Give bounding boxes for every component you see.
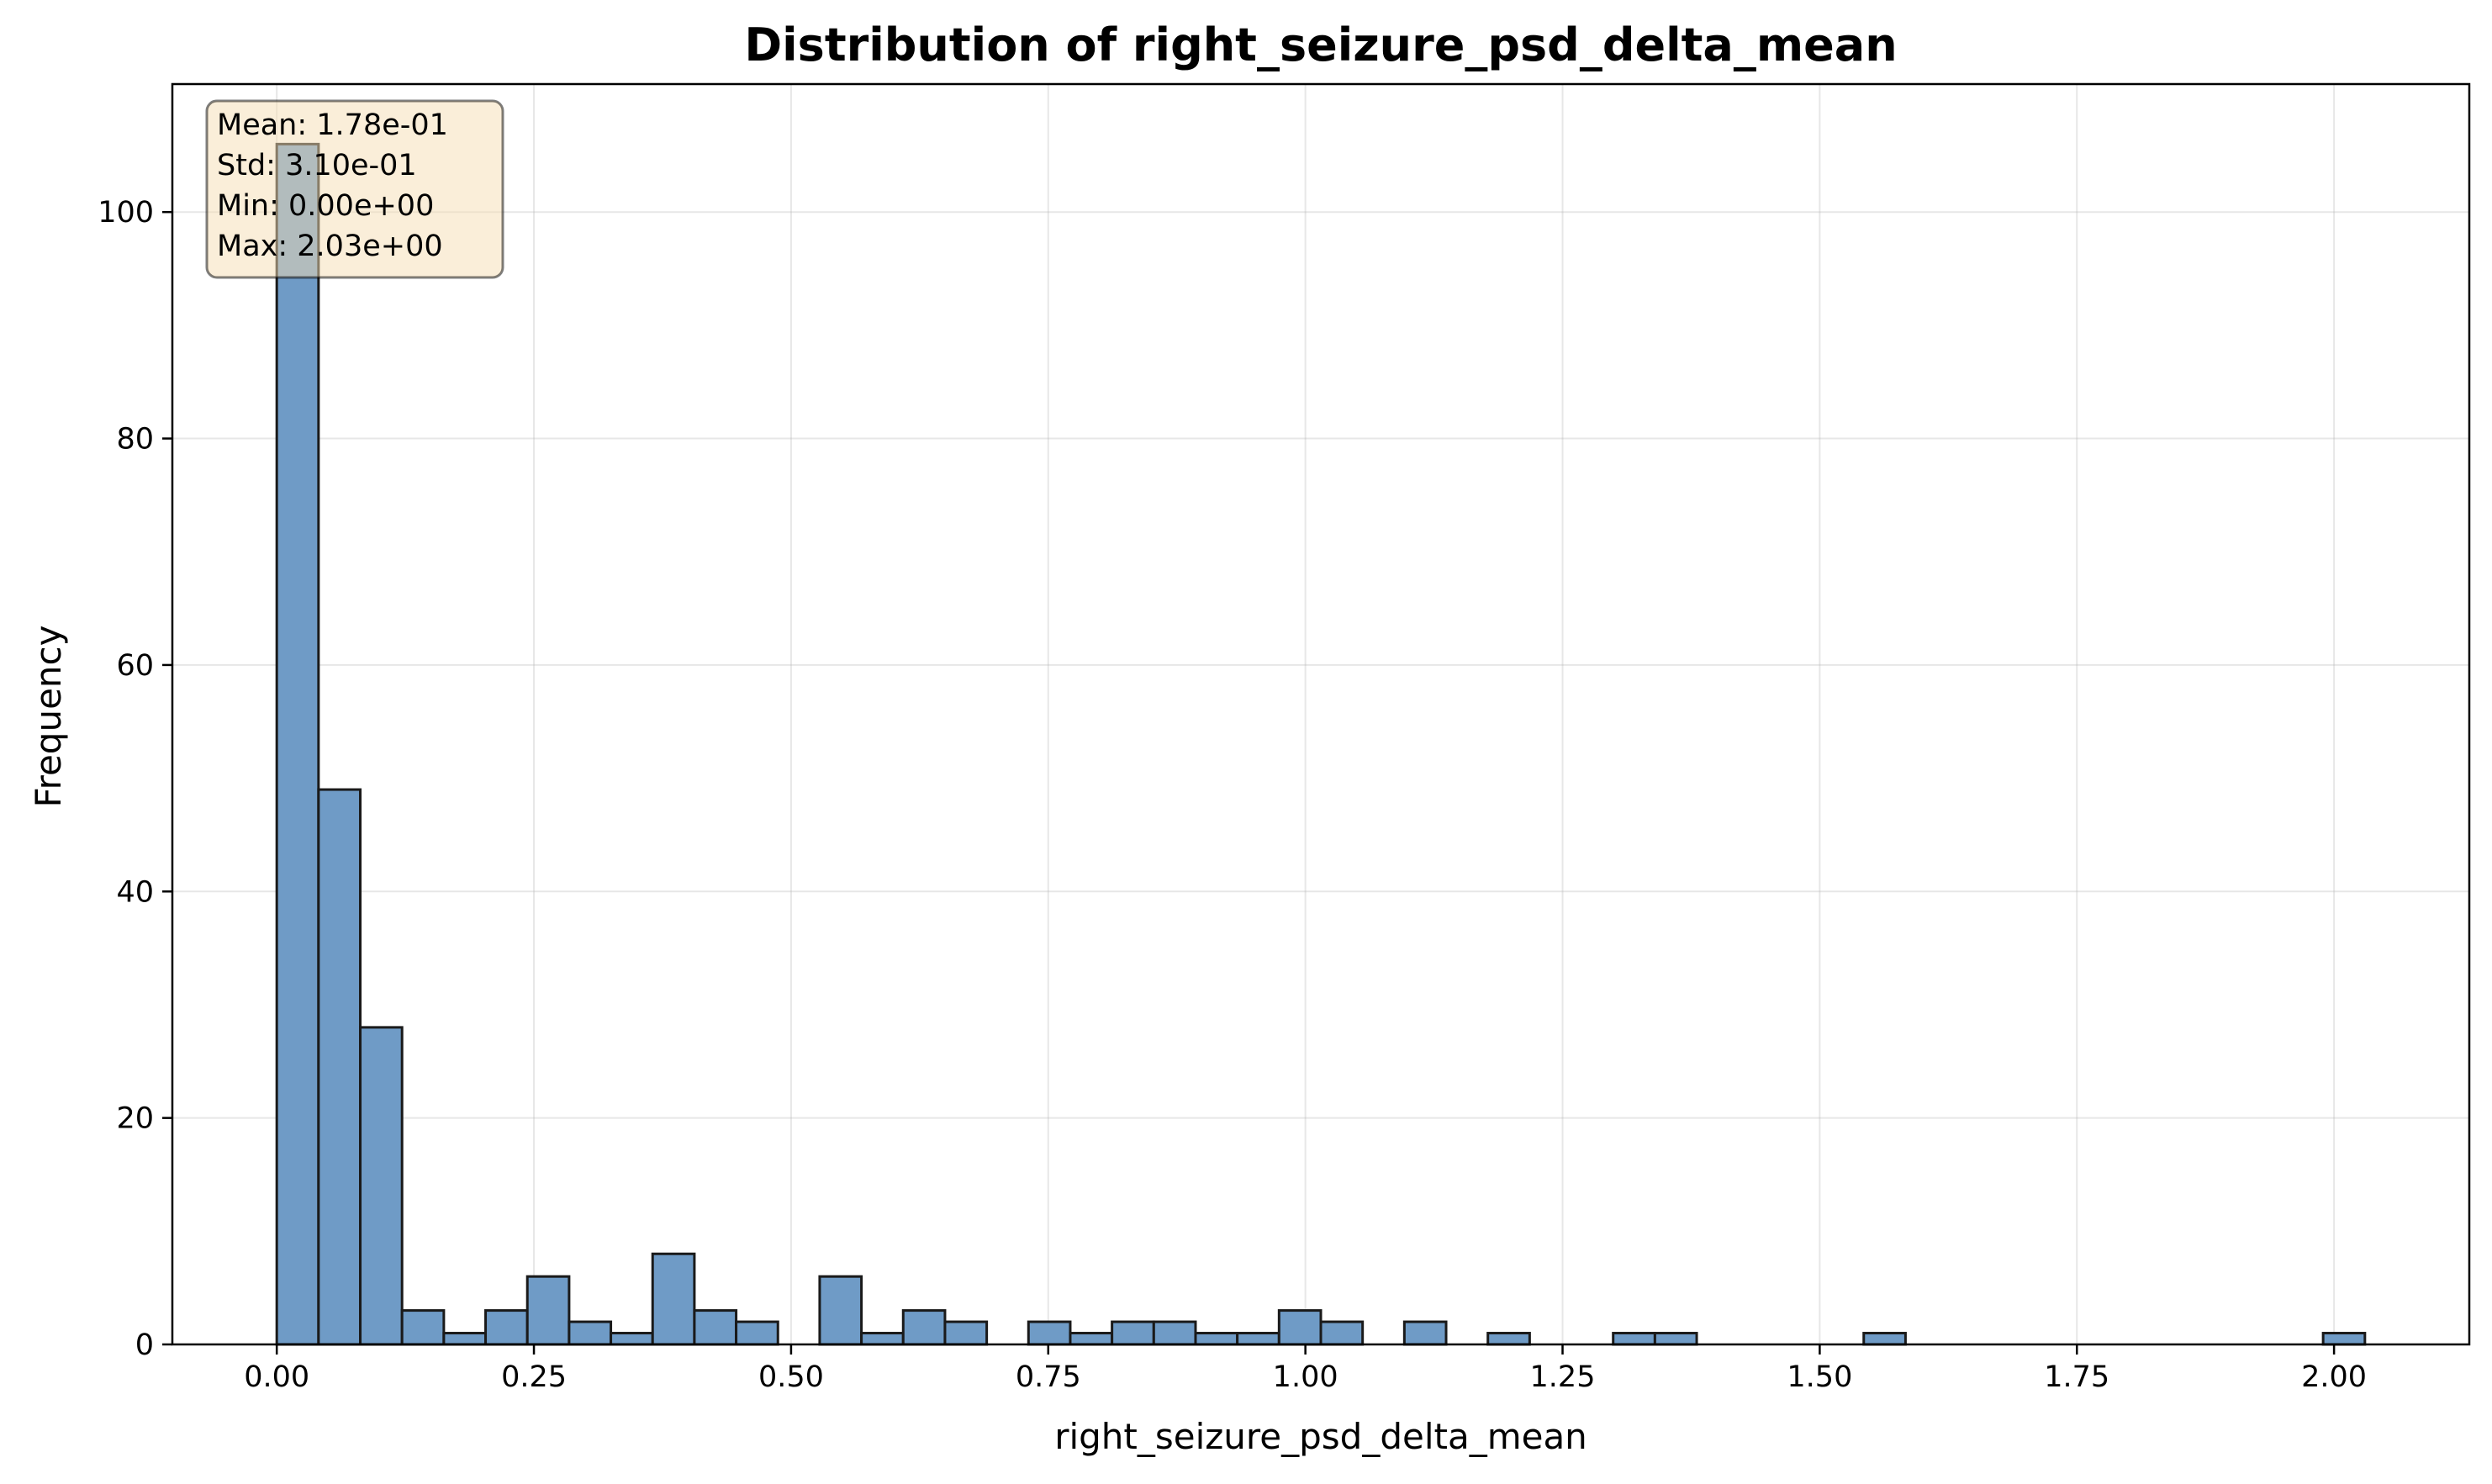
x-tick-label: 0.00 <box>244 1360 309 1394</box>
stats-line: Mean: 1.78e-01 <box>217 108 448 142</box>
y-tick-label: 80 <box>116 423 154 457</box>
axes-frame <box>171 82 2471 1346</box>
chart-title: Distribution of right_seizure_psd_delta_… <box>744 18 1897 71</box>
histogram-bar <box>1653 1332 1698 1346</box>
x-tick-label: 1.50 <box>1787 1360 1852 1394</box>
stats-line: Max: 2.03e+00 <box>217 230 443 263</box>
histogram-bar <box>1277 1309 1323 1346</box>
histogram-bar <box>568 1320 613 1346</box>
x-tick-label: 1.25 <box>1530 1360 1596 1394</box>
x-tick-label: 0.25 <box>501 1360 567 1394</box>
y-tick-label: 20 <box>116 1102 154 1136</box>
histogram-bar <box>1236 1332 1280 1346</box>
y-axis-label: Frequency <box>28 626 69 808</box>
histogram-bar <box>484 1309 529 1346</box>
histogram-bar <box>901 1309 947 1346</box>
histogram-bar <box>1152 1320 1197 1346</box>
histogram-bar <box>651 1252 696 1346</box>
histogram-bar <box>275 142 320 1346</box>
stats-line: Min: 0.00e+00 <box>217 189 434 223</box>
histogram-bar <box>860 1332 905 1346</box>
histogram-bar <box>943 1320 989 1346</box>
histogram-bar <box>818 1275 863 1346</box>
histogram-bar <box>525 1275 571 1346</box>
histogram-bar <box>1027 1320 1072 1346</box>
y-tick-label: 100 <box>98 196 154 230</box>
histogram-bar <box>1194 1332 1239 1346</box>
histogram-bar <box>400 1309 446 1346</box>
histogram-bar <box>1319 1320 1365 1346</box>
axis-ticks: 0.00 0.25 0.50 0.75 1.00 1.25 1.50 1.75 2.00 0 20 4… <box>98 196 2367 1394</box>
histogram-bar <box>610 1332 654 1346</box>
x-tick-label: 2.00 <box>2301 1360 2367 1394</box>
stats-box: Mean: 1.78e-01 Std: 3.10e-01 Min: 0.00e+00… <box>205 99 504 279</box>
y-tick-label: 60 <box>116 649 154 683</box>
histogram-bar <box>735 1320 779 1346</box>
histogram-bar <box>442 1332 488 1346</box>
y-tick-label: 0 <box>135 1328 154 1362</box>
x-tick-label: 1.00 <box>1273 1360 1338 1394</box>
histogram-bar <box>693 1309 738 1346</box>
x-tick-label: 0.75 <box>1016 1360 1081 1394</box>
histogram-bar <box>2321 1332 2367 1346</box>
histogram-bar <box>1069 1332 1114 1346</box>
histogram-bar <box>1111 1320 1155 1346</box>
x-tick-label: 0.50 <box>758 1360 824 1394</box>
stats-box-background <box>205 99 504 279</box>
histogram-bar <box>317 788 362 1346</box>
x-tick-label: 1.75 <box>2044 1360 2109 1394</box>
histogram-bar <box>1486 1332 1531 1346</box>
y-tick-label: 40 <box>116 875 154 909</box>
histogram-bar <box>1402 1320 1448 1346</box>
histogram-bar <box>1612 1332 1656 1346</box>
histogram-bar <box>1862 1332 1907 1346</box>
x-axis-label: right_seizure_psd_delta_mean <box>1054 1416 1587 1457</box>
histogram-bars <box>275 142 2367 1346</box>
histogram-bar <box>359 1026 404 1346</box>
stats-line: Std: 3.10e-01 <box>217 149 417 182</box>
